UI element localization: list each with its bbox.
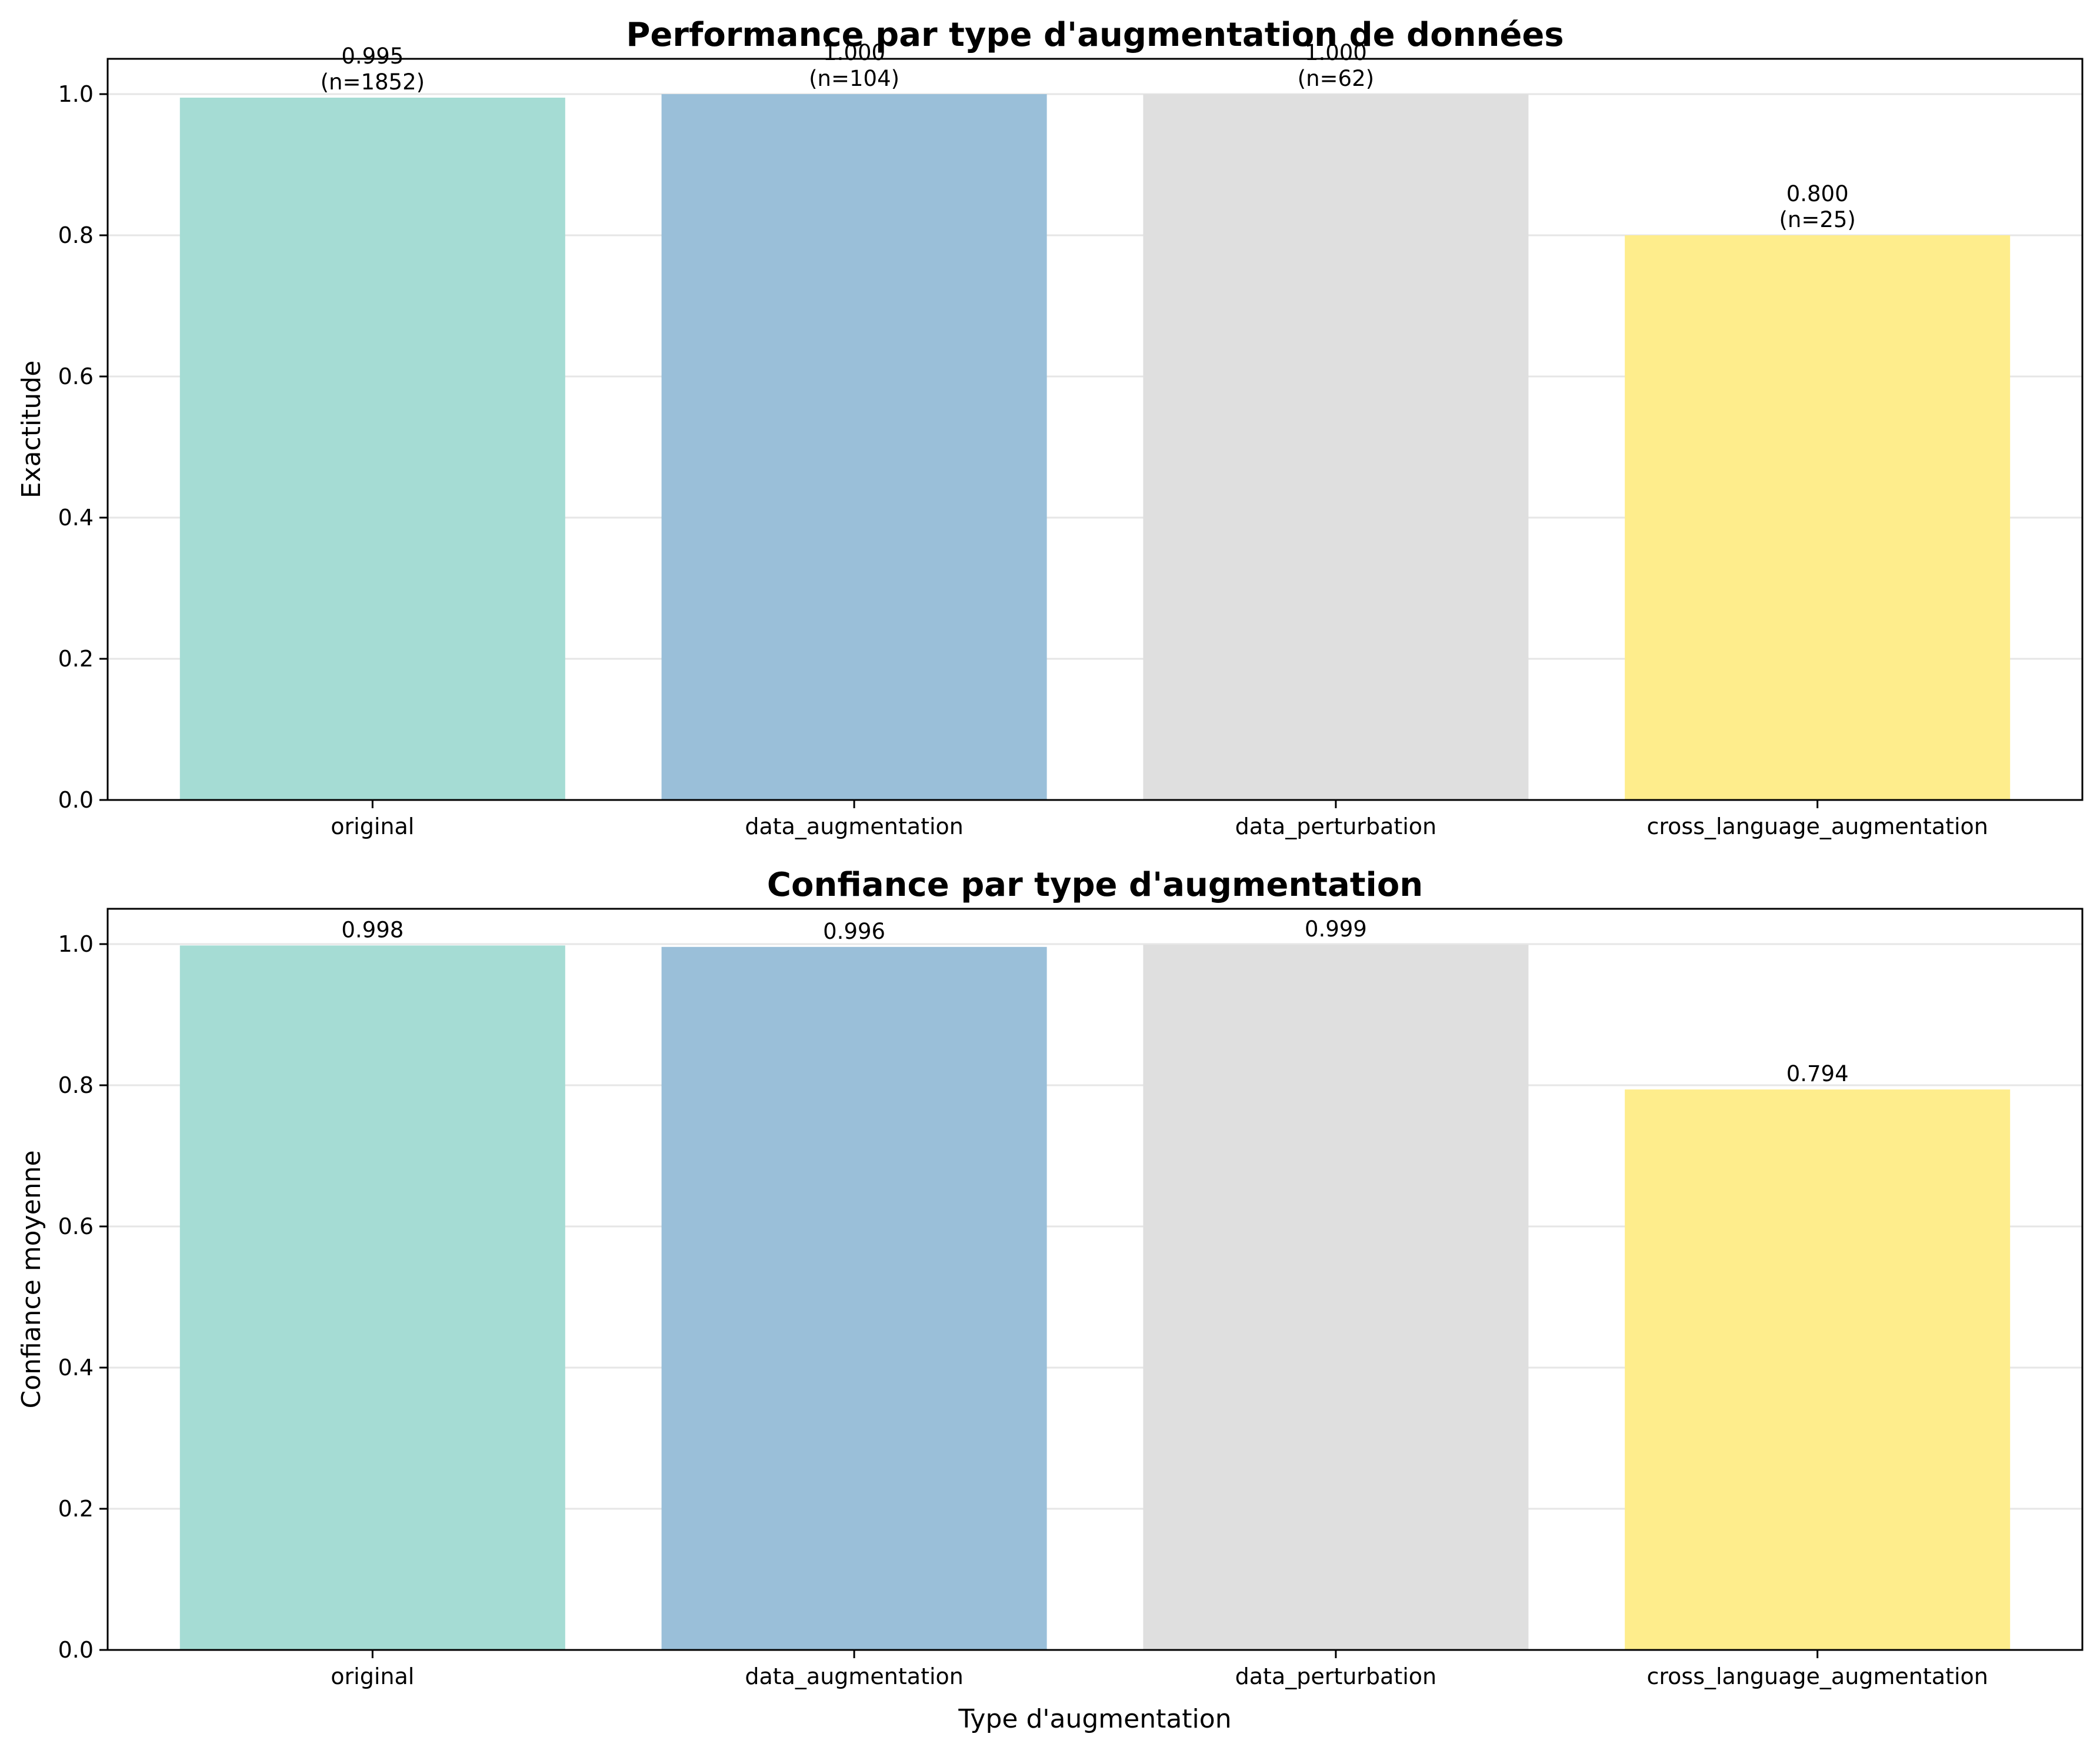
bar-value-label: (n=62)	[1298, 66, 1374, 91]
y-tick-label: 1.0	[58, 81, 94, 107]
y-tick-label: 0.4	[58, 1355, 94, 1381]
bar-cross-language-augmentation	[1625, 235, 2011, 800]
plot-frame	[106, 908, 2084, 1651]
y-tick-label: 0.0	[58, 787, 94, 813]
plot-frame	[106, 58, 2084, 801]
y-tick-label: 0.2	[58, 1496, 94, 1522]
bar-value-label: 1.000	[1305, 40, 1367, 65]
x-tick-label: cross_language_augmentation	[1646, 1663, 1988, 1689]
bar-value-label: (n=25)	[1779, 207, 1855, 232]
bar-data-perturbation	[1143, 94, 1529, 800]
x-tick-label: data_augmentation	[745, 1663, 964, 1689]
y-tick-label: 0.6	[58, 1213, 94, 1239]
bar-value-label: 1.000	[823, 40, 885, 65]
bar-cross-language-augmentation	[1625, 1089, 2011, 1650]
x-tick-label: data_perturbation	[1235, 1663, 1437, 1689]
y-tick-label: 0.2	[58, 646, 94, 672]
x-tick-label: data_perturbation	[1235, 814, 1437, 839]
chart-panel-1: 0.995(n=1852)1.000(n=104)1.000(n=62)0.80…	[16, 16, 2084, 839]
bar-data-perturbation	[1143, 945, 1529, 1650]
y-tick-label: 0.4	[58, 505, 94, 531]
chart-panel-2: 0.998 0.996 0.999 0.794 0.0 0.2 0.4 0.6 0.8 1.0 or…	[16, 866, 2084, 1734]
y-tick-label: 1.0	[58, 931, 94, 957]
bar-value-label: 0.999	[1305, 916, 1367, 942]
bar-value-label: 0.794	[1786, 1061, 1849, 1086]
bar-value-label: 0.995	[341, 44, 404, 69]
x-tick-label: original	[331, 814, 414, 839]
x-tick-label: original	[331, 1663, 414, 1689]
x-axis-label: Type d'augmentation	[958, 1704, 1231, 1734]
bar-original	[179, 945, 565, 1650]
bar-value-label: (n=104)	[809, 66, 899, 91]
bar-data-augmentation	[661, 94, 1047, 800]
bar-value-label: 0.800	[1786, 181, 1849, 206]
bar-value-label: 0.996	[823, 919, 885, 944]
x-tick-label: data_augmentation	[745, 814, 964, 839]
bar-value-label: 0.998	[341, 917, 404, 942]
y-tick-label: 0.0	[58, 1637, 94, 1663]
y-tick-label: 0.8	[58, 222, 94, 248]
bar-data-augmentation	[661, 946, 1047, 1650]
bar-value-label: (n=1852)	[321, 69, 425, 95]
y-axis-label: Exactitude	[16, 361, 46, 499]
x-tick-label: cross_language_augmentation	[1646, 814, 1988, 839]
y-axis-label: Confiance moyenne	[16, 1150, 46, 1408]
chart-title: Confiance par type d'augmentation	[767, 866, 1423, 904]
y-tick-label: 0.6	[58, 364, 94, 389]
chart-title: Performance par type d'augmentation de d…	[626, 16, 1564, 54]
bar-original	[179, 98, 565, 800]
y-tick-label: 0.8	[58, 1072, 94, 1098]
